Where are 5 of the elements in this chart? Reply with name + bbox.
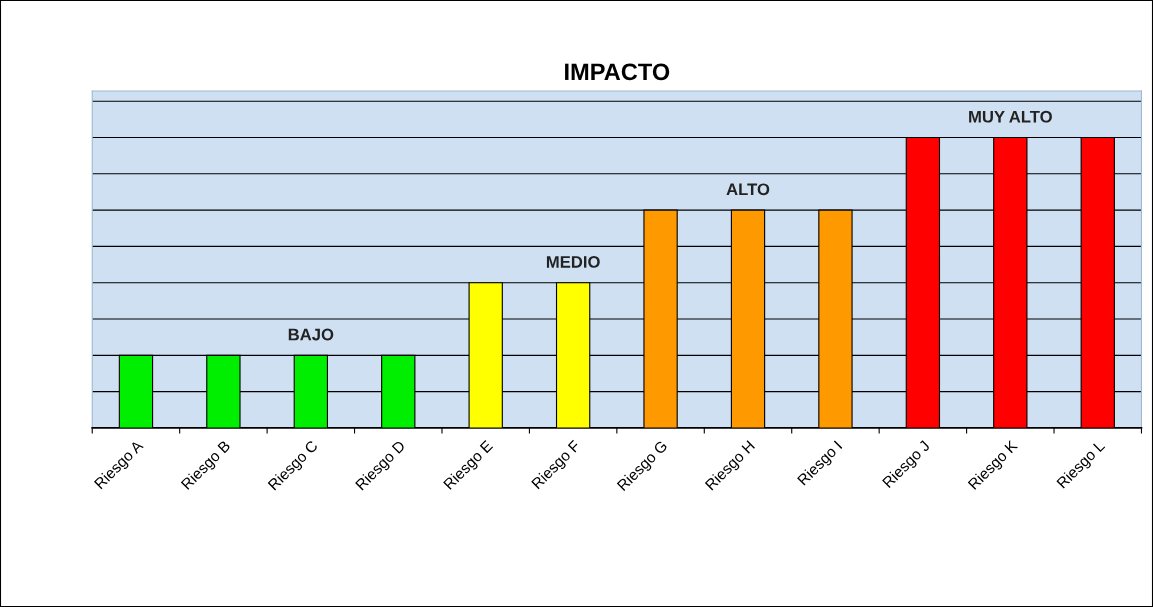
annotation: BAJO [288,328,334,341]
annotation: MEDIO [546,256,600,268]
chart-title: IMPACTO [565,63,670,81]
annotation: ALTO [726,183,770,196]
annotation: MUY ALTO [969,110,1052,123]
